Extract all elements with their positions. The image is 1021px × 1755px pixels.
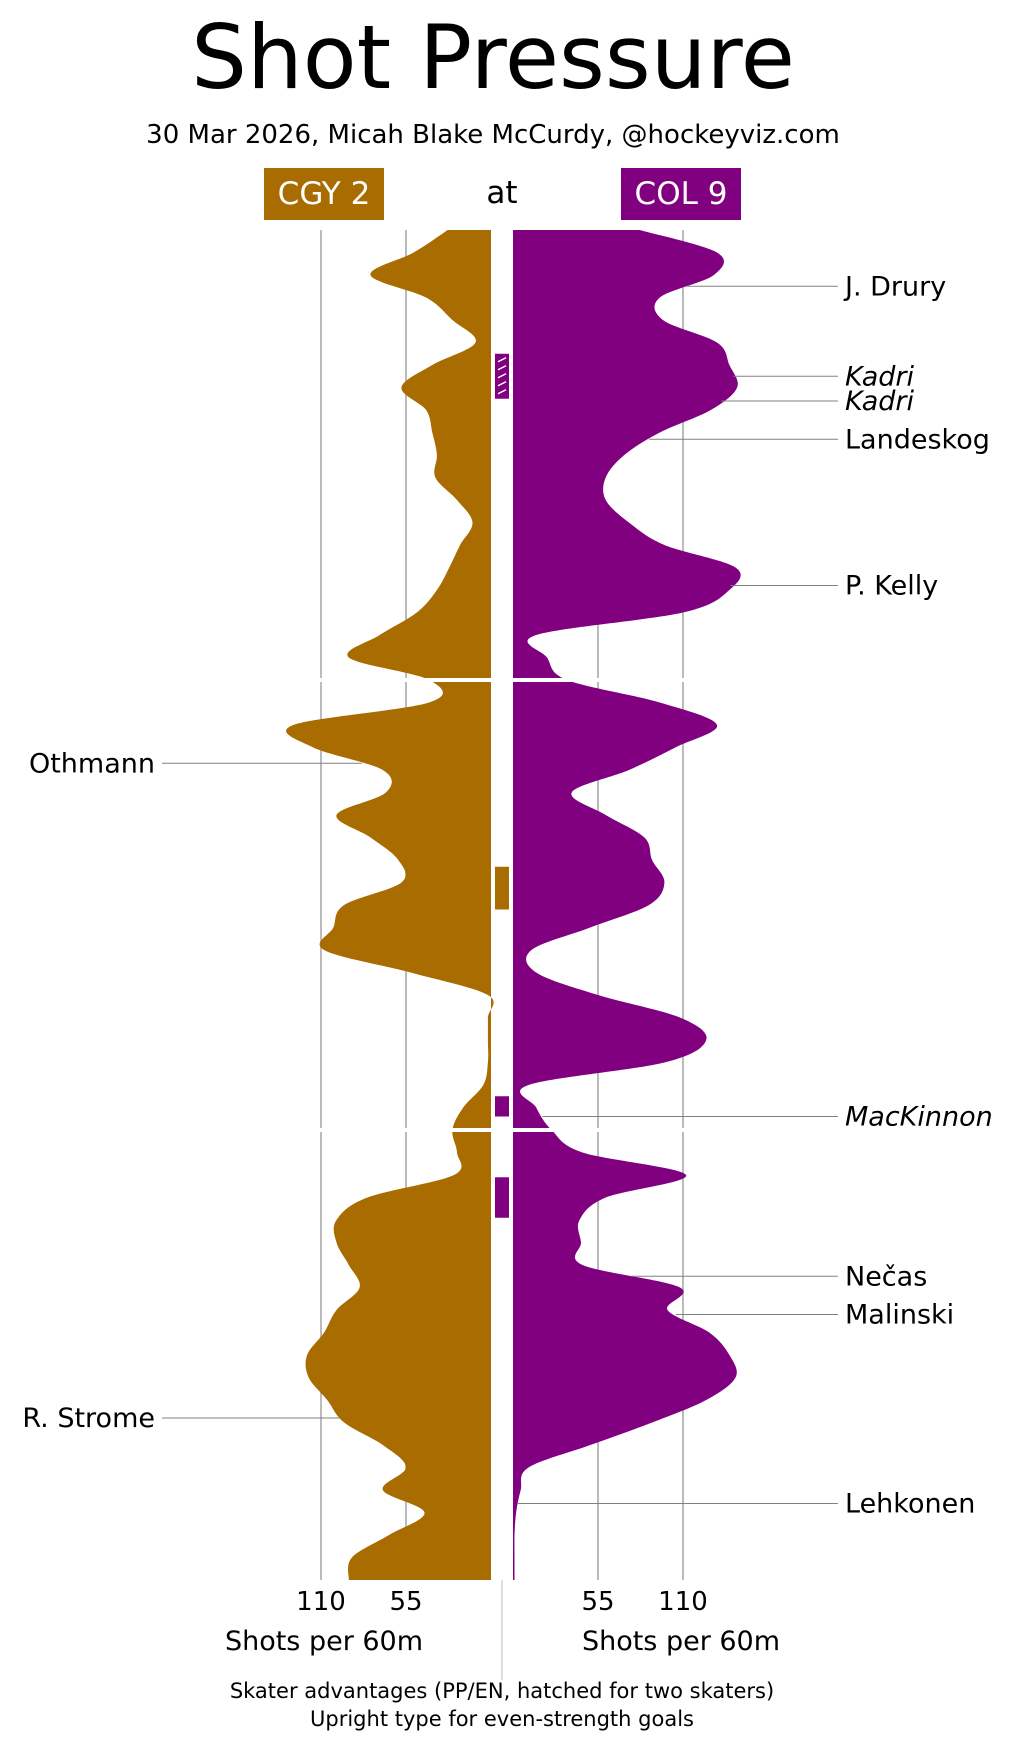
goal-label: Kadri [845,386,915,417]
goal-label: R. Strome [22,1403,155,1434]
period-separator [150,1128,880,1132]
home-team-label: COL 9 [635,176,728,212]
footer-line-1: Skater advantages (PP/EN, hatched for tw… [230,1679,774,1703]
hatch-line [497,373,507,379]
away-team-label: CGY 2 [278,176,371,212]
goal-label: P. Kelly [845,571,938,602]
skater-advantage-marker [495,1096,509,1117]
home-shot-area [513,230,741,1580]
hatch-line [497,389,507,395]
footer-line-2: Upright type for even-strength goals [310,1707,694,1731]
away-team-badge [264,168,384,220]
period-separator [150,678,880,682]
hatch-line [497,357,507,363]
x-tick-label: 55 [581,1587,614,1617]
away-shot-area [286,230,494,1580]
goal-label: Malinski [845,1300,954,1331]
chart-subtitle: 30 Mar 2026, Micah Blake McCurdy, @hocke… [146,120,840,150]
goal-label: Nečas [845,1261,927,1292]
goal-label: J. Drury [843,271,946,302]
x-tick-label: 110 [658,1587,708,1617]
left-axis-label: Shots per 60m [225,1626,423,1657]
hatch-line [497,365,507,371]
goal-label: MacKinnon [845,1102,993,1133]
right-axis-label: Shots per 60m [582,1626,780,1657]
skater-advantage-marker [495,866,509,910]
hatch-line [497,381,507,387]
goal-label: Kadri [845,361,915,392]
goal-label: Landeskog [845,424,990,455]
skater-advantage-marker [495,1177,509,1218]
goal-label: Othmann [29,748,155,779]
goal-label: Lehkonen [845,1489,975,1520]
x-tick-label: 55 [389,1587,422,1617]
chart-title: Shot Pressure [191,6,795,109]
home-team-badge [621,168,741,220]
x-tick-label: 110 [296,1587,346,1617]
at-label: at [486,175,517,211]
